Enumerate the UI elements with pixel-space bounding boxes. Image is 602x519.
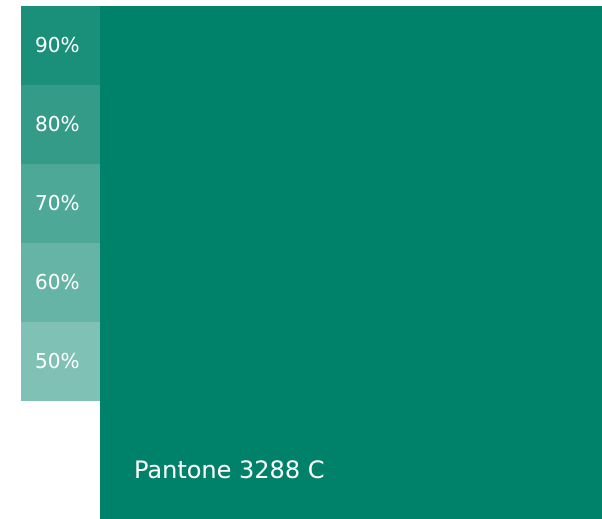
- tint-swatch-70: 70%: [21, 164, 100, 243]
- tint-scale: 90% 80% 70% 60% 50%: [21, 6, 100, 401]
- tint-label-80: 80%: [35, 112, 80, 136]
- tint-label-50: 50%: [35, 349, 80, 373]
- main-color-swatch: Pantone 3288 C: [100, 6, 602, 519]
- tint-label-60: 60%: [35, 270, 80, 294]
- swatch-name: Pantone 3288 C: [134, 456, 325, 484]
- tint-swatch-50: 50%: [21, 322, 100, 401]
- tint-swatch-80: 80%: [21, 85, 100, 164]
- tint-swatch-60: 60%: [21, 243, 100, 322]
- tint-label-90: 90%: [35, 33, 80, 57]
- tint-label-70: 70%: [35, 191, 80, 215]
- tint-swatch-90: 90%: [21, 6, 100, 85]
